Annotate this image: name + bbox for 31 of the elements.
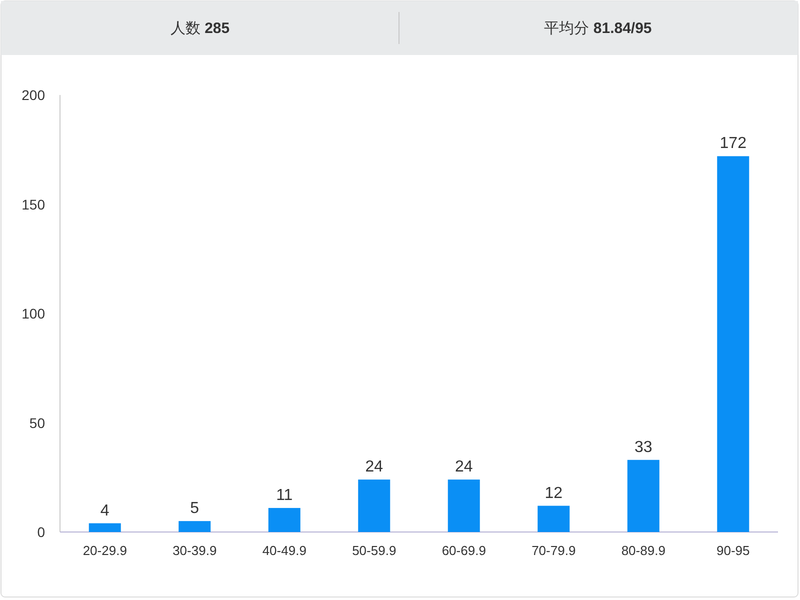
data-label: 24	[454, 458, 473, 476]
bar	[358, 480, 390, 532]
x-tick-label: 90-95	[716, 543, 750, 558]
y-tick-label: 0	[37, 524, 46, 540]
x-tick-label: 80-89.9	[621, 543, 666, 558]
x-tick-label: 40-49.9	[262, 543, 306, 558]
data-label: 24	[365, 458, 384, 476]
bar	[717, 156, 750, 532]
data-label: 5	[190, 500, 200, 518]
bar	[627, 460, 660, 532]
data-label: 12	[544, 484, 563, 502]
y-tick-label: 200	[22, 87, 46, 103]
x-tick-label: 30-39.9	[172, 543, 217, 558]
bar	[178, 521, 211, 532]
bar	[88, 523, 121, 532]
data-label: 172	[720, 135, 747, 152]
x-tick-label: 70-79.9	[532, 543, 576, 558]
bar	[448, 480, 480, 532]
y-tick-label: 150	[22, 196, 46, 212]
y-tick-label: 50	[29, 414, 46, 431]
data-label: 11	[276, 486, 293, 504]
x-tick-label: 20-29.9	[82, 543, 127, 558]
bar	[538, 506, 570, 532]
y-tick-label: 100	[22, 306, 46, 322]
x-tick-label: 50-59.9	[352, 543, 396, 558]
data-label: 33	[634, 438, 652, 456]
chart-title: 人数 285	[170, 20, 230, 37]
bar	[268, 508, 300, 532]
x-tick-label: 60-69.9	[442, 543, 486, 558]
data-label: 4	[100, 502, 110, 520]
chart-subtitle: 平均分 81.84/95	[544, 20, 652, 37]
